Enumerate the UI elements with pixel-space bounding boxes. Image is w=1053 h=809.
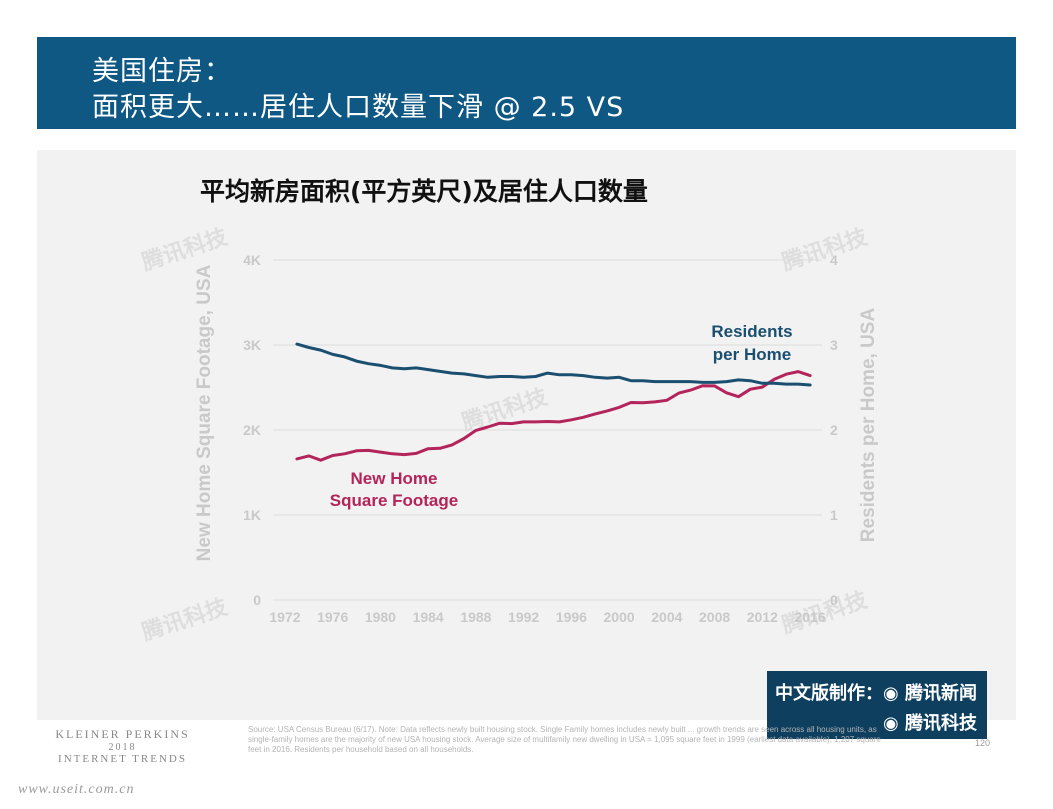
- footer-logo-line1: KLEINER PERKINS: [55, 727, 190, 741]
- source-note: Source: USA Census Bureau (6/17). Note: …: [248, 725, 881, 754]
- y-tick-label-right: 4: [830, 252, 838, 268]
- y-tick-label-left: 1K: [243, 507, 261, 523]
- gridlines: [273, 259, 822, 601]
- x-tick-label: 1992: [508, 609, 539, 625]
- y-tick-label-left: 2K: [243, 422, 261, 438]
- x-tick-label: 2000: [604, 609, 635, 625]
- x-tick-label: 1984: [413, 609, 444, 625]
- y-axis-title-right: Residents per Home, USA: [858, 308, 879, 543]
- series-line-new-home-square-footage: [295, 370, 812, 462]
- chart-panel: [37, 150, 1016, 720]
- x-tick-label: 1980: [365, 609, 396, 625]
- x-tick-label: 1996: [556, 609, 587, 625]
- header-title-line1: 美国住房：: [92, 56, 232, 87]
- x-tick-label: 1972: [269, 609, 300, 625]
- y-tick-label-right: 0: [830, 592, 838, 608]
- badge-line1: 中文版制作：◉ 腾讯新闻: [775, 683, 977, 704]
- y-tick-label-left: 0: [253, 592, 261, 608]
- page-number: 120: [975, 738, 991, 748]
- x-tick-label: 1976: [317, 609, 348, 625]
- y-tick-label-right: 3: [830, 337, 838, 353]
- header-title-line2: 面积更大……居住人口数量下滑 @ 2.5 VS: [92, 92, 625, 123]
- y-tick-label-left: 3K: [243, 337, 261, 353]
- series-label-residents-line2: per Home: [713, 345, 791, 364]
- credit-badge: 中文版制作：◉ 腾讯新闻 ◉ 腾讯科技: [767, 671, 987, 739]
- x-tick-label: 2004: [651, 609, 682, 625]
- badge-line2: ◉ 腾讯科技: [883, 713, 977, 734]
- tick-labels: 0 0 1K 1 2K 2 3K 3 4K 4 1972 1976 1980 1984 1988 1992 19…: [243, 252, 838, 625]
- header-band: 美国住房： 面积更大……居住人口数量下滑 @ 2.5 VS: [37, 37, 1016, 129]
- site-watermark: www.useit.com.cn: [18, 782, 135, 797]
- chart-title: 平均新房面积(平方英尺)及居住人口数量: [200, 177, 648, 206]
- series-label-residents-line1: Residents: [711, 322, 792, 341]
- series-lines: [295, 342, 812, 462]
- y-tick-label-left: 4K: [243, 252, 261, 268]
- y-tick-label-right: 1: [830, 507, 838, 523]
- y-axis-title-left: New Home Square Footage, USA: [194, 264, 215, 561]
- footer-logo-line3: INTERNET TRENDS: [58, 753, 187, 765]
- y-tick-label-right: 2: [830, 422, 838, 438]
- x-tick-label: 2016: [794, 609, 825, 625]
- x-tick-label: 2012: [747, 609, 778, 625]
- footer-logo-line2: 2018: [108, 742, 137, 753]
- series-line-residents-per-home: [295, 342, 812, 387]
- x-tick-label: 1988: [460, 609, 491, 625]
- x-tick-label: 2008: [699, 609, 730, 625]
- series-label-sqft-line1: New Home: [351, 469, 438, 488]
- series-label-sqft-line2: Square Footage: [330, 491, 458, 510]
